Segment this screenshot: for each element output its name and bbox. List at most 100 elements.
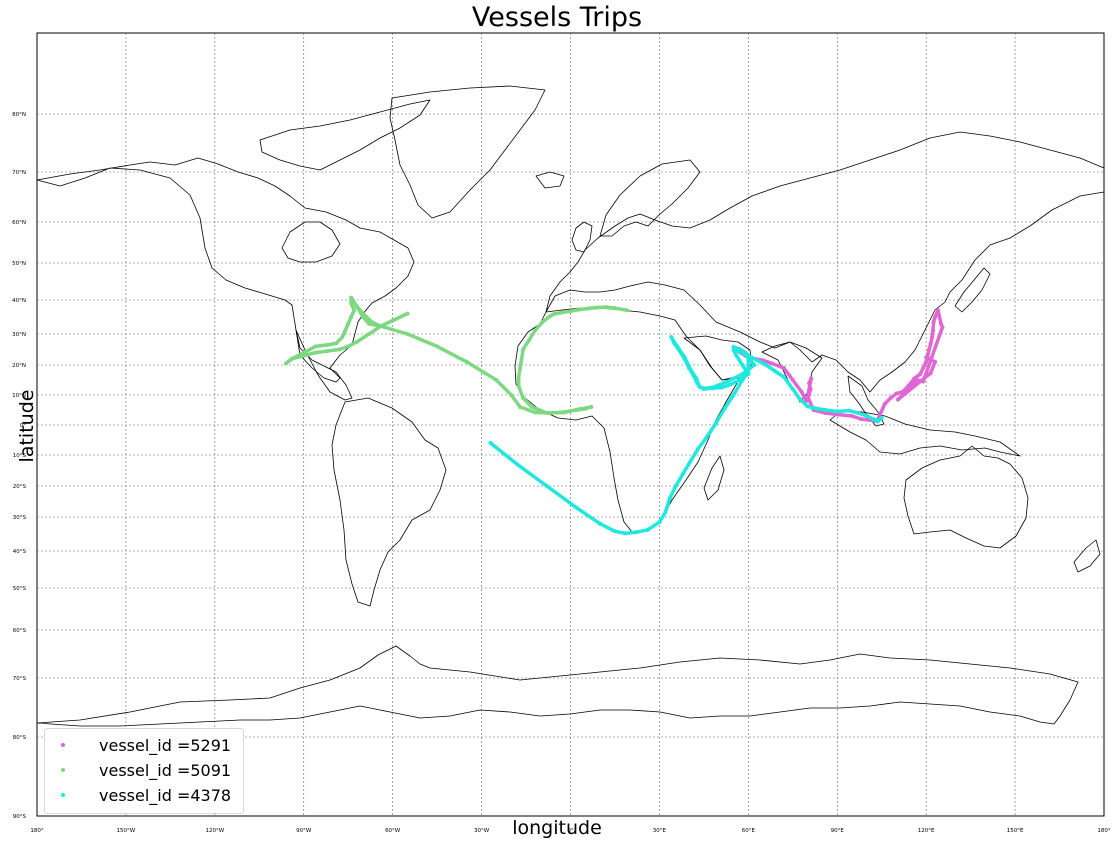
coastline-hudson-bay xyxy=(281,221,341,263)
latitude-tick-label: 10°N xyxy=(12,393,26,399)
latitude-tick-label: 60°N xyxy=(12,220,26,226)
track-segment xyxy=(673,471,685,488)
chart-title: Vessels Trips xyxy=(471,2,643,33)
coastline-iceland xyxy=(535,171,565,189)
track-segment xyxy=(355,332,371,344)
coastline-india xyxy=(761,341,823,403)
latitude-tick-label: 30°S xyxy=(13,515,27,521)
coastline-eurasia xyxy=(545,131,1105,393)
track-segment xyxy=(725,372,745,384)
latitude-tick-label: 80°S xyxy=(13,735,27,741)
track-segment xyxy=(705,421,718,439)
track-segment xyxy=(805,376,813,399)
track-segment xyxy=(936,308,943,326)
longitude-tick-label: 120°E xyxy=(918,828,935,834)
latitude-tick-label: 20°N xyxy=(12,363,26,369)
track-segment xyxy=(577,405,593,411)
track-segment xyxy=(562,407,582,415)
track-segment xyxy=(379,311,410,328)
coastline-greenland xyxy=(389,85,546,219)
latitude-tick-label: 60°S xyxy=(13,628,27,634)
vessel-track xyxy=(732,308,945,424)
legend-item: vessel_id =5291 xyxy=(61,734,231,756)
coastline-scandinavia xyxy=(599,159,701,237)
track-segment xyxy=(545,484,579,510)
track-segment xyxy=(688,447,700,463)
latitude-tick-label: 0° xyxy=(20,423,26,429)
latitude-tick-label: 70°S xyxy=(13,676,27,682)
coastlines xyxy=(36,85,1105,727)
longitude-tick-label: 0° xyxy=(567,828,573,834)
track-segment xyxy=(696,435,709,451)
track-segment xyxy=(290,350,306,361)
track-segment xyxy=(722,393,736,411)
latitude-tick-label: 80°N xyxy=(12,112,26,118)
y-axis-label: latitude xyxy=(16,389,38,463)
track-segment xyxy=(302,350,318,358)
latitude-tick-label: 70°N xyxy=(12,170,26,176)
legend-item: vessel_id =5091 xyxy=(61,759,231,781)
track-segment xyxy=(488,441,519,467)
track-segment xyxy=(509,393,522,409)
track-segment xyxy=(598,522,617,534)
legend-label: vessel_id =4378 xyxy=(99,785,232,805)
legend: vessel_id =5291 vessel_id =5091 vessel_i… xyxy=(44,728,244,814)
vessel-track xyxy=(488,335,884,536)
track-segment xyxy=(465,360,499,382)
longitude-tick-label: 60°E xyxy=(742,828,756,834)
coastline-british-isles xyxy=(571,221,593,253)
longitude-tick-label: 30°W xyxy=(474,828,490,834)
track-segment xyxy=(545,410,567,415)
track-segment xyxy=(302,344,318,355)
latitude-tick-label: 50°S xyxy=(13,586,27,592)
track-segment xyxy=(682,355,693,372)
longitude-tick-label: 150°E xyxy=(1007,828,1024,834)
legend-label: vessel_id =5291 xyxy=(99,735,232,755)
track-segment xyxy=(928,360,937,375)
track-segment xyxy=(835,412,854,418)
latitude-tick-label: 20°S xyxy=(13,484,27,490)
coastline-new-zealand xyxy=(1073,539,1101,573)
track-point xyxy=(924,355,929,360)
coastline-australia xyxy=(903,445,1029,549)
track-segment xyxy=(516,384,525,400)
coastline-central-america xyxy=(295,329,353,401)
longitude-tick-label: 90°W xyxy=(296,828,312,834)
coastline-southeast-asia xyxy=(847,375,885,427)
latitude-tick-label: 90°S xyxy=(13,814,27,820)
track-segment xyxy=(367,322,383,328)
track-segment xyxy=(663,496,672,515)
track-segment xyxy=(782,366,795,382)
track-segment xyxy=(731,378,745,397)
coastline-antarctica xyxy=(36,645,1079,727)
legend-marker xyxy=(61,793,65,797)
track-segment xyxy=(782,375,795,391)
track-segment xyxy=(361,311,374,324)
longitude-tick-label: 180° xyxy=(1097,828,1110,834)
track-segment xyxy=(921,325,945,384)
track-segment xyxy=(574,505,602,526)
track-segment xyxy=(896,371,933,402)
track-segment xyxy=(633,528,650,535)
track-point xyxy=(624,308,629,313)
track-segment xyxy=(791,378,804,394)
track-segment xyxy=(435,344,469,364)
track-segment xyxy=(405,332,439,349)
latitude-tick-label: 50°N xyxy=(12,261,26,267)
coastline-arctic-islands xyxy=(259,99,431,171)
track-segment xyxy=(770,361,786,370)
coastline-indonesia xyxy=(829,409,1021,457)
track-segment xyxy=(530,405,549,415)
longitude-tick-labels: 180° 150°W 120°W 90°W 60°W 30°W 0° 30°E 60°E 90°E… xyxy=(30,828,1110,834)
longitude-tick-label: 150°W xyxy=(117,828,136,834)
track-segment xyxy=(494,378,513,397)
track-segment xyxy=(740,363,757,376)
legend-item: vessel_id =4378 xyxy=(61,784,231,806)
legend-marker xyxy=(61,768,65,772)
track-segment xyxy=(379,324,410,336)
track-segment xyxy=(791,387,802,402)
latitude-tick-labels: 80°N 70°N 60°N 50°N 40°N 30°N 20°N 10°N 0° 10°S 20… xyxy=(12,112,26,820)
longitude-tick-label: 90°E xyxy=(831,828,845,834)
vessel-track xyxy=(283,295,629,415)
track-segment xyxy=(521,396,534,409)
